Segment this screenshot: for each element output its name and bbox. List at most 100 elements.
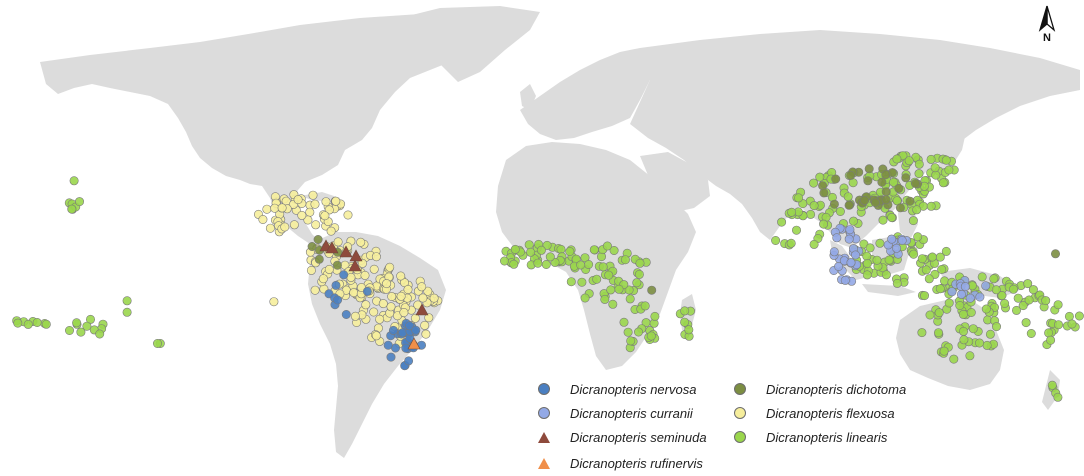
occurrence-point-dichotoma bbox=[877, 177, 887, 187]
occurrence-point-flexuosa bbox=[396, 291, 406, 301]
occurrence-point-linearis bbox=[1064, 311, 1074, 321]
occurrence-point-linearis bbox=[982, 340, 992, 350]
occurrence-point-linearis bbox=[1021, 318, 1031, 328]
north-arrow: N bbox=[1034, 4, 1060, 50]
occurrence-point-linearis bbox=[614, 284, 624, 294]
occurrence-point-linearis bbox=[819, 219, 829, 229]
occurrence-point-curranii bbox=[846, 258, 856, 268]
occurrence-point-flexuosa bbox=[420, 320, 430, 330]
occurrence-point-nervosa bbox=[383, 340, 393, 350]
north-label: N bbox=[1043, 32, 1051, 44]
occurrence-point-linearis bbox=[1041, 296, 1051, 306]
occurrence-point-flexuosa bbox=[410, 313, 420, 323]
occurrence-point-linearis bbox=[608, 299, 618, 309]
occurrence-point-nervosa bbox=[404, 356, 414, 366]
occurrence-point-linearis bbox=[153, 338, 163, 348]
occurrence-point-flexuosa bbox=[378, 299, 388, 309]
europe bbox=[520, 48, 660, 140]
occurrence-point-flexuosa bbox=[350, 311, 360, 321]
occurrence-point-curranii bbox=[960, 282, 970, 292]
occurrence-point-flexuosa bbox=[262, 204, 272, 214]
legend-item-seminuda: Dicranopteris seminuda bbox=[538, 426, 707, 448]
occurrence-point-curranii bbox=[845, 225, 855, 235]
occurrence-point-linearis bbox=[941, 246, 951, 256]
occurrence-point-flexuosa bbox=[387, 291, 397, 301]
occurrence-point-linearis bbox=[32, 317, 42, 327]
occurrence-point-dichotoma bbox=[332, 260, 342, 270]
occurrence-point-flexuosa bbox=[269, 297, 279, 307]
occurrence-point-linearis bbox=[1054, 320, 1064, 330]
occurrence-point-flexuosa bbox=[386, 302, 396, 312]
occurrence-point-flexuosa bbox=[369, 307, 379, 317]
occurrence-point-linearis bbox=[921, 265, 931, 275]
occurrence-point-curranii bbox=[844, 234, 854, 244]
occurrence-point-nervosa bbox=[411, 325, 421, 335]
occurrence-point-linearis bbox=[865, 243, 875, 253]
occurrence-point-linearis bbox=[580, 293, 590, 303]
occurrence-point-nervosa bbox=[341, 309, 351, 319]
occurrence-point-linearis bbox=[623, 327, 633, 337]
occurrence-point-linearis bbox=[809, 178, 819, 188]
occurrence-point-linearis bbox=[541, 259, 551, 269]
occurrence-point-linearis bbox=[1018, 301, 1028, 311]
occurrence-point-curranii bbox=[832, 233, 842, 243]
occurrence-point-linearis bbox=[1008, 284, 1018, 294]
asia bbox=[630, 30, 1080, 248]
occurrence-point-flexuosa bbox=[318, 274, 328, 284]
occurrence-point-flexuosa bbox=[280, 222, 290, 232]
occurrence-point-linearis bbox=[67, 204, 77, 214]
occurrence-point-linearis bbox=[958, 326, 968, 336]
occurrence-point-flexuosa bbox=[343, 210, 353, 220]
occurrence-point-flexuosa bbox=[277, 203, 287, 213]
occurrence-point-flexuosa bbox=[305, 207, 315, 217]
legend-label-nervosa: Dicranopteris nervosa bbox=[570, 381, 697, 397]
occurrence-point-linearis bbox=[556, 244, 566, 254]
occurrence-point-linearis bbox=[82, 321, 92, 331]
occurrence-point-linearis bbox=[576, 260, 586, 270]
occurrence-point-linearis bbox=[909, 249, 919, 259]
occurrence-point-linearis bbox=[794, 193, 804, 203]
occurrence-point-dichotoma bbox=[1051, 249, 1061, 259]
occurrence-points bbox=[12, 151, 1084, 402]
occurrence-point-linearis bbox=[626, 336, 636, 346]
occurrence-point-dichotoma bbox=[910, 179, 920, 189]
occurrence-point-flexuosa bbox=[421, 329, 431, 339]
occurrence-point-nervosa bbox=[339, 270, 349, 280]
occurrence-point-linearis bbox=[887, 213, 897, 223]
legend-label-flexuosa: Dicranopteris flexuosa bbox=[766, 405, 895, 421]
occurrence-point-linearis bbox=[927, 252, 937, 262]
occurrence-point-linearis bbox=[959, 335, 969, 345]
occurrence-point-linearis bbox=[542, 240, 552, 250]
occurrence-point-linearis bbox=[635, 258, 645, 268]
occurrence-point-dichotoma bbox=[881, 195, 891, 205]
occurrence-point-seminuda bbox=[325, 241, 339, 254]
occurrence-point-linearis bbox=[848, 216, 858, 226]
occurrence-point-linearis bbox=[640, 301, 650, 311]
occurrence-point-dichotoma bbox=[846, 170, 856, 180]
occurrence-point-linearis bbox=[600, 294, 610, 304]
north-america bbox=[40, 14, 480, 206]
occurrence-point-linearis bbox=[892, 154, 902, 164]
occurrence-point-curranii bbox=[947, 287, 957, 297]
occurrence-point-linearis bbox=[680, 306, 690, 316]
occurrence-point-flexuosa bbox=[403, 284, 413, 294]
occurrence-point-flexuosa bbox=[306, 265, 316, 275]
legend-item-dichotoma: Dicranopteris dichotoma bbox=[734, 378, 906, 400]
occurrence-point-flexuosa bbox=[375, 314, 385, 324]
occurrence-point-dichotoma bbox=[894, 183, 904, 193]
occurrence-point-linearis bbox=[925, 310, 935, 320]
legend-marker-dichotoma bbox=[734, 383, 746, 395]
occurrence-point-linearis bbox=[884, 255, 894, 265]
occurrence-point-linearis bbox=[592, 274, 602, 284]
legend-marker-nervosa bbox=[538, 383, 550, 395]
legend-item-linearis: Dicranopteris linearis bbox=[734, 426, 887, 448]
occurrence-point-flexuosa bbox=[382, 279, 392, 289]
occurrence-point-linearis bbox=[955, 300, 965, 310]
occurrence-point-curranii bbox=[850, 250, 860, 260]
occurrence-point-dichotoma bbox=[895, 203, 905, 213]
occurrence-point-flexuosa bbox=[293, 195, 303, 205]
occurrence-point-linearis bbox=[565, 247, 575, 257]
occurrence-point-linearis bbox=[889, 177, 899, 187]
occurrence-point-nervosa bbox=[362, 286, 372, 296]
